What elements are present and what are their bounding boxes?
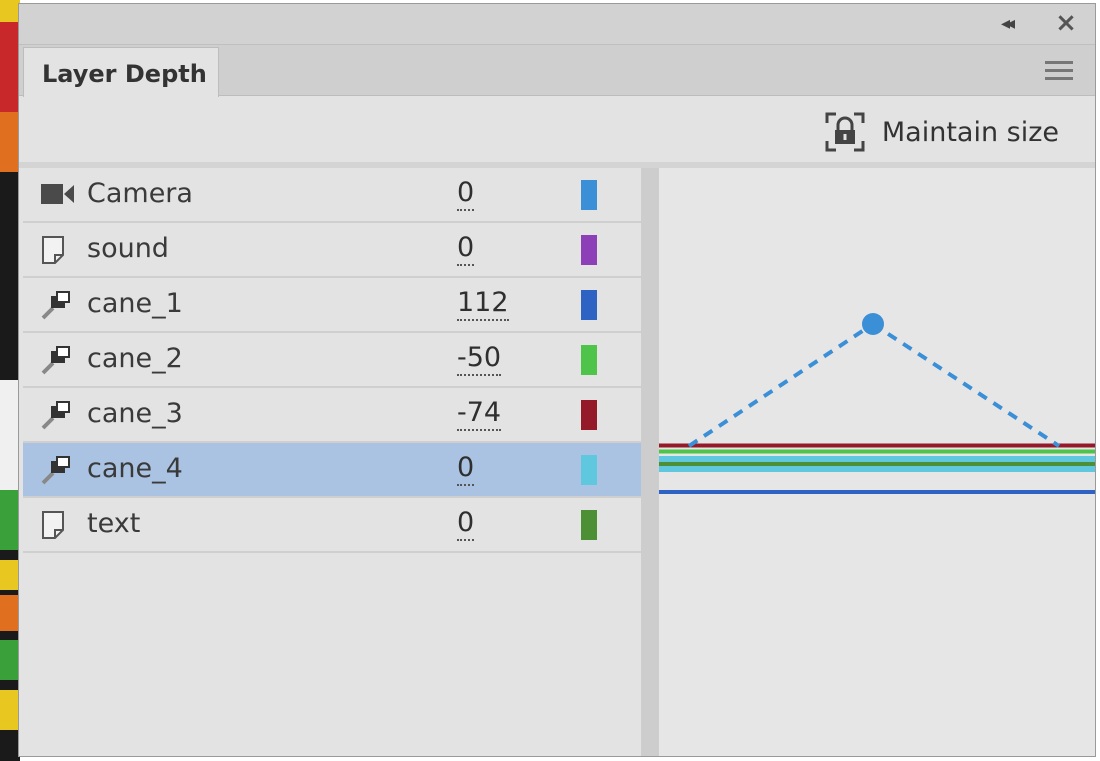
layer-pin-icon bbox=[39, 455, 77, 485]
layer-color-swatch[interactable] bbox=[581, 345, 597, 375]
layer-folder-icon bbox=[39, 235, 77, 265]
background-artwork-block bbox=[0, 112, 20, 172]
layer-folder-icon bbox=[39, 510, 77, 540]
close-icon[interactable]: × bbox=[1055, 8, 1077, 38]
camera-position-handle[interactable] bbox=[862, 313, 884, 335]
double-chevron-left-icon[interactable]: ◂◂ bbox=[1001, 13, 1015, 34]
panel-title-bar: ◂◂ × bbox=[19, 4, 1095, 45]
layer-color-swatch[interactable] bbox=[581, 510, 597, 540]
depth-graph[interactable] bbox=[659, 168, 1095, 756]
layer-color-swatch[interactable] bbox=[581, 180, 597, 210]
layer-row[interactable]: cane_4 0 bbox=[23, 443, 641, 498]
layer-depth-value[interactable]: 112 bbox=[457, 288, 509, 321]
layer-row[interactable]: text 0 bbox=[23, 498, 641, 553]
layer-color-swatch[interactable] bbox=[581, 400, 597, 430]
maintain-size-label: Maintain size bbox=[881, 116, 1059, 148]
depth-graph-canvas bbox=[659, 313, 1095, 494]
background-artwork-block bbox=[0, 0, 20, 22]
layer-name: Camera bbox=[87, 178, 193, 209]
lock-icon bbox=[825, 112, 865, 152]
background-artwork-block bbox=[0, 560, 20, 590]
background-artwork-block bbox=[0, 490, 20, 550]
layer-list: Camera 0 sound 0 cane_1 112 cane_2 -50 cane_3 -74… bbox=[23, 168, 641, 756]
camera-view-left bbox=[687, 322, 875, 448]
layer-row[interactable]: sound 0 bbox=[23, 223, 641, 278]
layer-row[interactable]: cane_3 -74 bbox=[23, 388, 641, 443]
background-artwork-block bbox=[0, 22, 20, 112]
layer-depth-panel: ◂◂ × Layer Depth Maintain size Camera 0 so… bbox=[18, 3, 1096, 757]
layer-row[interactable]: cane_1 112 bbox=[23, 278, 641, 333]
background-artwork-block bbox=[0, 380, 20, 490]
layer-color-swatch[interactable] bbox=[581, 290, 597, 320]
tab-label: Layer Depth bbox=[42, 60, 207, 88]
layer-depth-value[interactable]: -74 bbox=[457, 398, 502, 431]
layer-name: sound bbox=[87, 233, 169, 264]
layer-row[interactable]: Camera 0 bbox=[23, 168, 641, 223]
layer-row[interactable]: cane_2 -50 bbox=[23, 333, 641, 388]
layer-pin-icon bbox=[39, 345, 77, 375]
maintain-size-toggle[interactable]: Maintain size bbox=[824, 108, 1059, 156]
layer-name: cane_4 bbox=[87, 453, 183, 484]
layer-depth-value[interactable]: 0 bbox=[457, 453, 475, 486]
panel-splitter[interactable] bbox=[641, 168, 659, 756]
layer-depth-value[interactable]: 0 bbox=[457, 178, 475, 211]
background-artwork-block bbox=[0, 690, 20, 730]
layer-depth-value[interactable]: 0 bbox=[457, 508, 475, 541]
layer-name: cane_3 bbox=[87, 398, 183, 429]
panel-divider bbox=[19, 162, 1095, 168]
layer-name: cane_1 bbox=[87, 288, 183, 319]
background-artwork-block bbox=[0, 595, 20, 631]
layer-pin-icon bbox=[39, 290, 77, 320]
layer-pin-icon bbox=[39, 400, 77, 430]
layer-name: text bbox=[87, 508, 141, 539]
layer-name: cane_2 bbox=[87, 343, 183, 374]
camera-icon bbox=[39, 180, 77, 210]
camera-view-right bbox=[871, 322, 1061, 448]
layer-depth-value[interactable]: 0 bbox=[457, 233, 475, 266]
background-artwork-block bbox=[0, 640, 20, 680]
panel-tab-bar: Layer Depth bbox=[19, 45, 1095, 97]
layer-depth-value[interactable]: -50 bbox=[457, 343, 502, 376]
layer-color-swatch[interactable] bbox=[581, 235, 597, 265]
hamburger-menu-icon[interactable] bbox=[1045, 61, 1073, 81]
tab-layer-depth[interactable]: Layer Depth bbox=[23, 47, 219, 97]
layer-color-swatch[interactable] bbox=[581, 455, 597, 485]
